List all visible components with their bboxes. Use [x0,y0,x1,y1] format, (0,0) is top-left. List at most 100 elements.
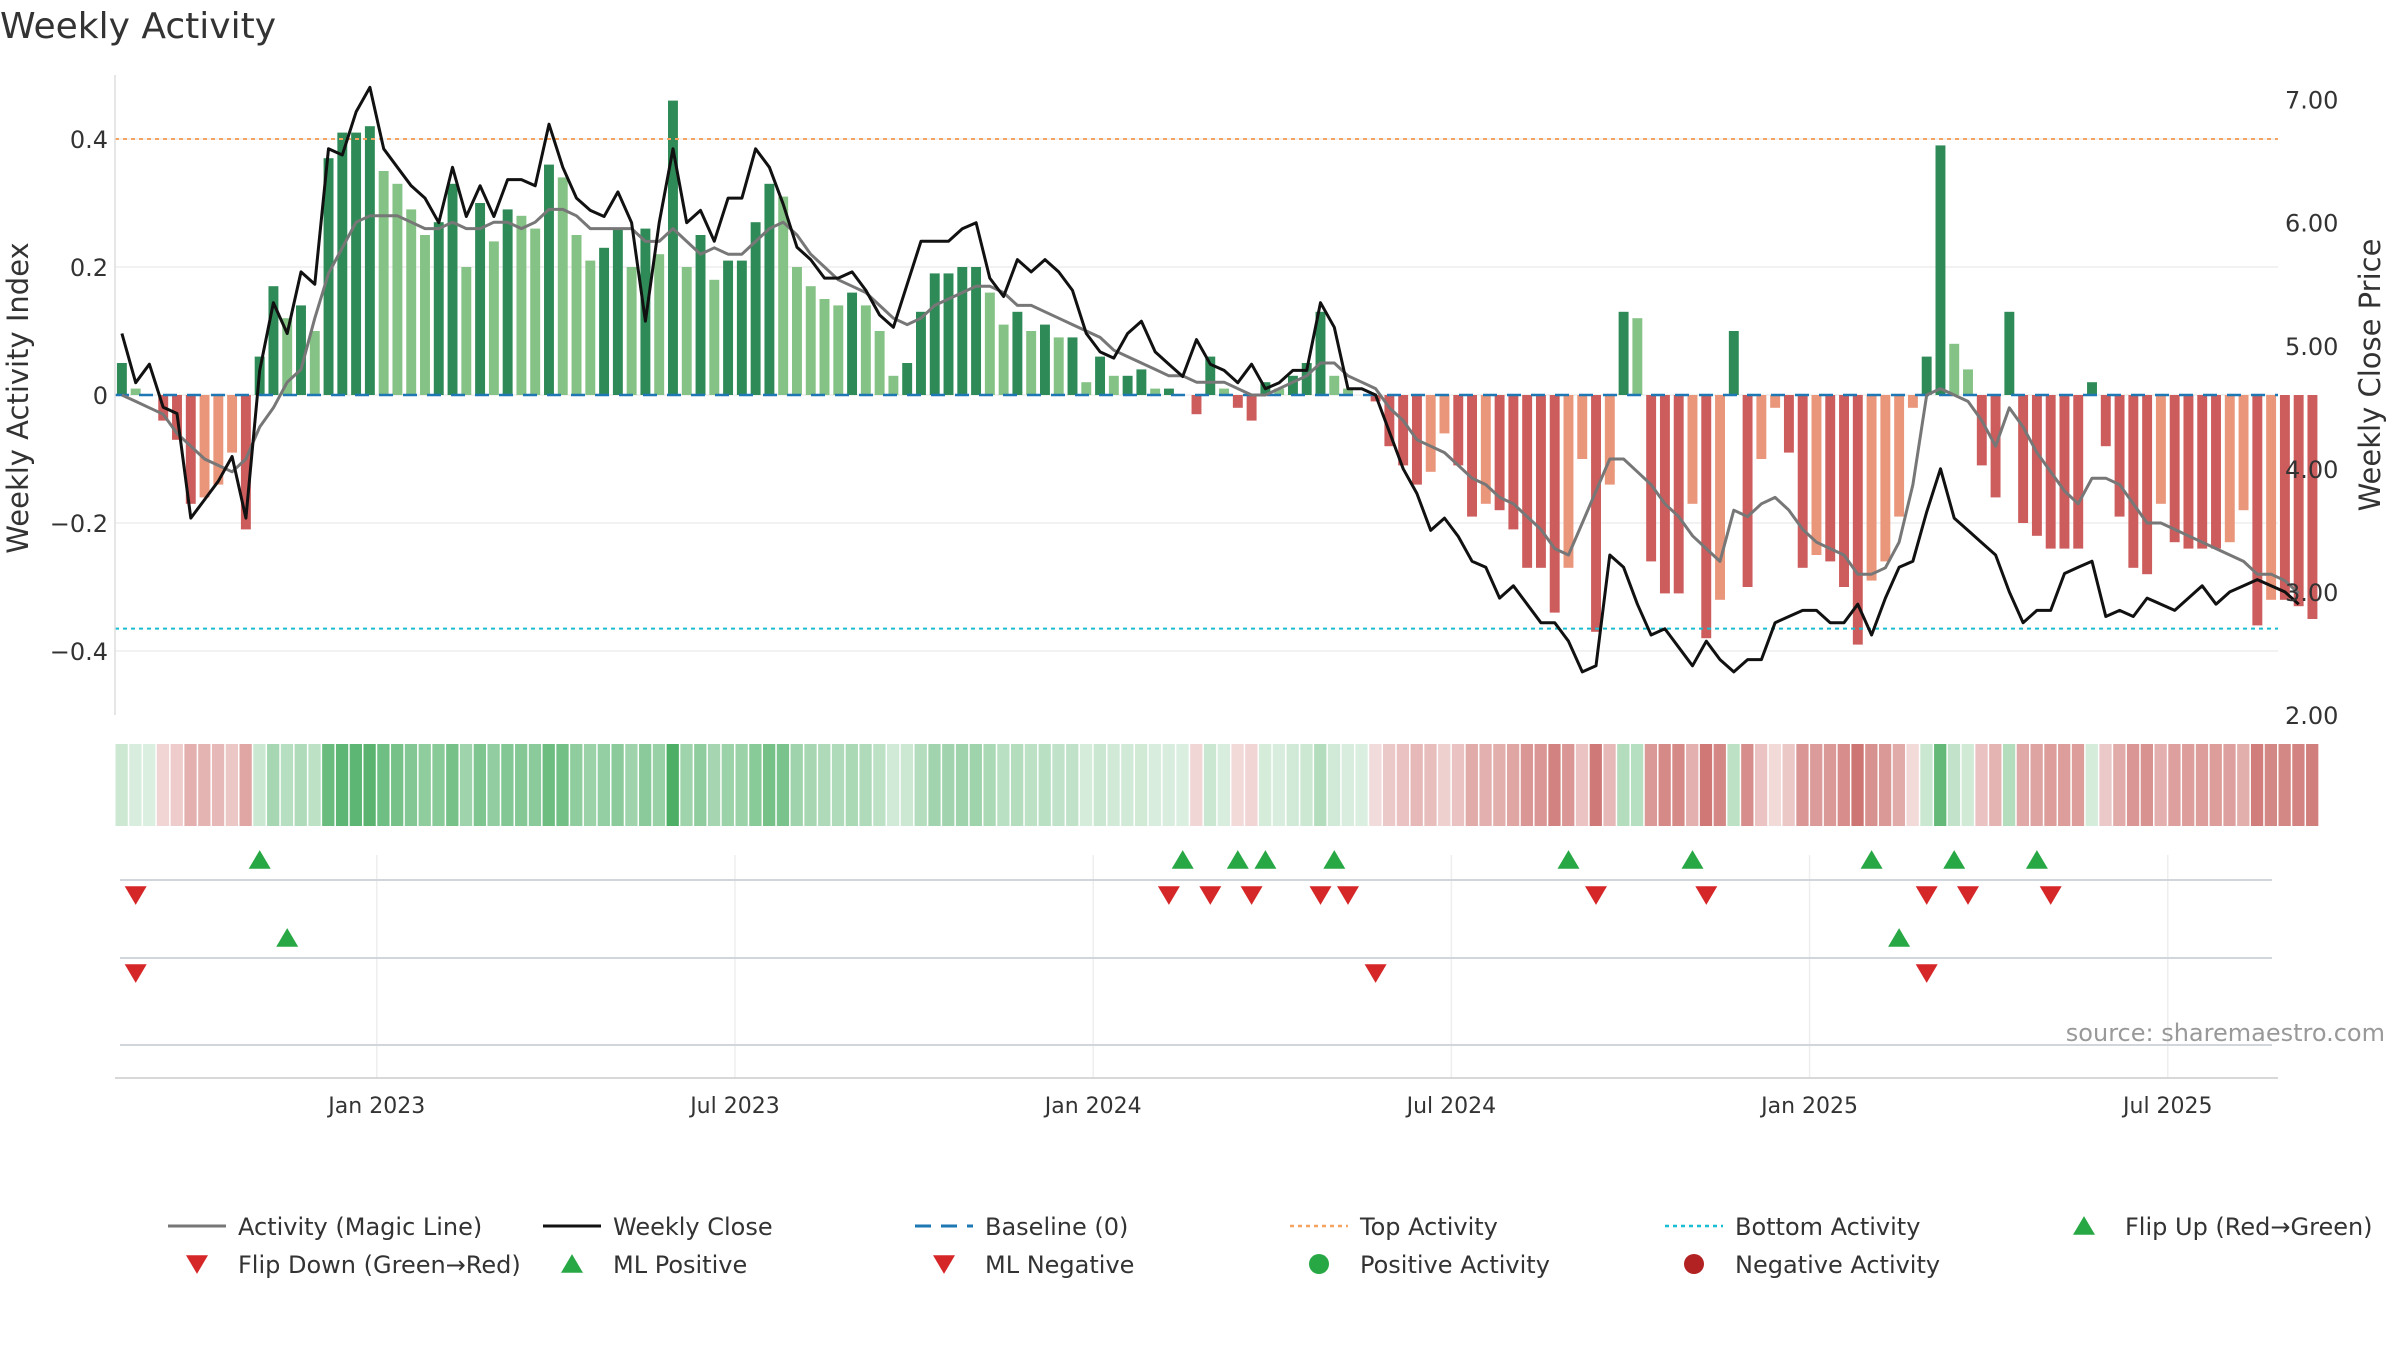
heat-cell [294,744,307,826]
heat-cell [335,744,349,826]
activity-bar [2279,395,2290,600]
heat-cell [1231,744,1244,826]
activity-bar [805,286,816,395]
heat-cell [2278,744,2291,826]
heat-cell [2071,744,2085,826]
activity-bar [1301,363,1312,395]
heat-cell [542,744,555,826]
activity-bar [1494,395,1505,511]
heat-cell [473,744,486,826]
activity-bar [1439,395,1450,434]
activity-bar [2018,395,2029,523]
heat-cell [942,744,955,826]
activity-bar [1163,388,1174,395]
heat-cell [1699,744,1713,826]
reference-lines [115,138,2278,630]
heat-cell [818,744,831,826]
activity-bar [888,375,899,395]
activity-bar [2128,395,2139,568]
legend-item: Baseline (0) [915,1213,1128,1241]
heat-cell [804,744,817,826]
activity-bar [998,324,1009,395]
activity-bar [1039,324,1050,395]
flip-down-marker [1957,886,1979,905]
legend-item: Flip Up (Red→Green) [2073,1213,2373,1241]
activity-bar [1012,311,1023,395]
heat-cell [1672,744,1685,826]
heat-cell [694,744,707,826]
activity-bar [1053,337,1064,395]
legend: Activity (Magic Line) Weekly Close Baselin… [168,1213,2373,1279]
activity-bar [1108,375,1119,395]
ml-positive-marker [1888,928,1911,947]
heat-cell [1493,744,1506,826]
heat-cell [873,744,886,826]
heat-cell [1024,744,1038,826]
activity-bar [764,183,775,395]
activity-bar [420,235,430,395]
heat-cell [1920,744,1933,826]
heat-cell [2140,744,2154,826]
flip-up-marker [1323,850,1346,869]
activity-bar [654,254,665,395]
flip-down-marker [1337,886,1359,905]
heat-cell [1810,744,1823,826]
heat-cell [184,744,197,826]
heat-cell [1190,744,1203,826]
activity-bar [1122,375,1133,395]
heat-cell [1424,744,1437,826]
activity-bar [2100,395,2111,447]
activity-bar [1935,145,1946,395]
heat-cell [115,744,128,826]
activity-bars [116,100,2318,645]
legend-label: Flip Down (Green→Red) [238,1251,521,1279]
heat-cell [1011,744,1024,826]
heat-cell [955,744,969,826]
activity-bar [1783,395,1794,453]
activity-bar [185,395,196,504]
heat-cell [2223,744,2236,826]
heat-cell [1038,744,1051,826]
heat-cell [2182,744,2195,826]
heat-cell [1741,744,1754,826]
legend-label: Bottom Activity [1735,1213,1920,1241]
heat-cell [2044,744,2057,826]
flip-up-marker [1943,850,1966,869]
heat-cell [666,744,679,826]
activity-bar [1894,395,1905,517]
activity-bar [1756,395,1767,459]
heat-cell [170,744,183,826]
heat-cell [446,744,459,826]
activity-bar [433,222,444,395]
heat-cell [1396,744,1410,826]
activity-bar [1191,395,1202,415]
activity-bar [1398,395,1409,466]
activity-bar [2183,395,2194,549]
activity-bar [915,311,926,395]
flip-up-marker [1254,850,1277,869]
activity-bar [296,305,306,395]
activity-bar [1150,388,1161,395]
heat-cell [2292,744,2305,826]
heat-cell [1314,744,1327,826]
flip-down-marker [1199,886,1222,905]
y2-tick-label: 4.00 [2285,456,2338,484]
activity-bar [309,331,320,395]
activity-bar [240,395,251,530]
heat-cell [2113,744,2126,826]
activity-bar [612,228,623,395]
heat-cell [1079,744,1093,826]
heat-cell [1878,744,1892,826]
heat-cell [1837,744,1850,826]
heat-cell [225,744,238,826]
activity-bar [406,209,417,395]
legend-item: Activity (Magic Line) [168,1213,482,1241]
legend-item: ML Positive [561,1251,747,1279]
heat-cell [2016,744,2030,826]
activity-bar [1949,343,1960,395]
activity-bar [599,247,610,395]
heat-cell [2264,744,2277,826]
activity-bar [1563,395,1574,568]
flip-up-marker [248,850,271,869]
